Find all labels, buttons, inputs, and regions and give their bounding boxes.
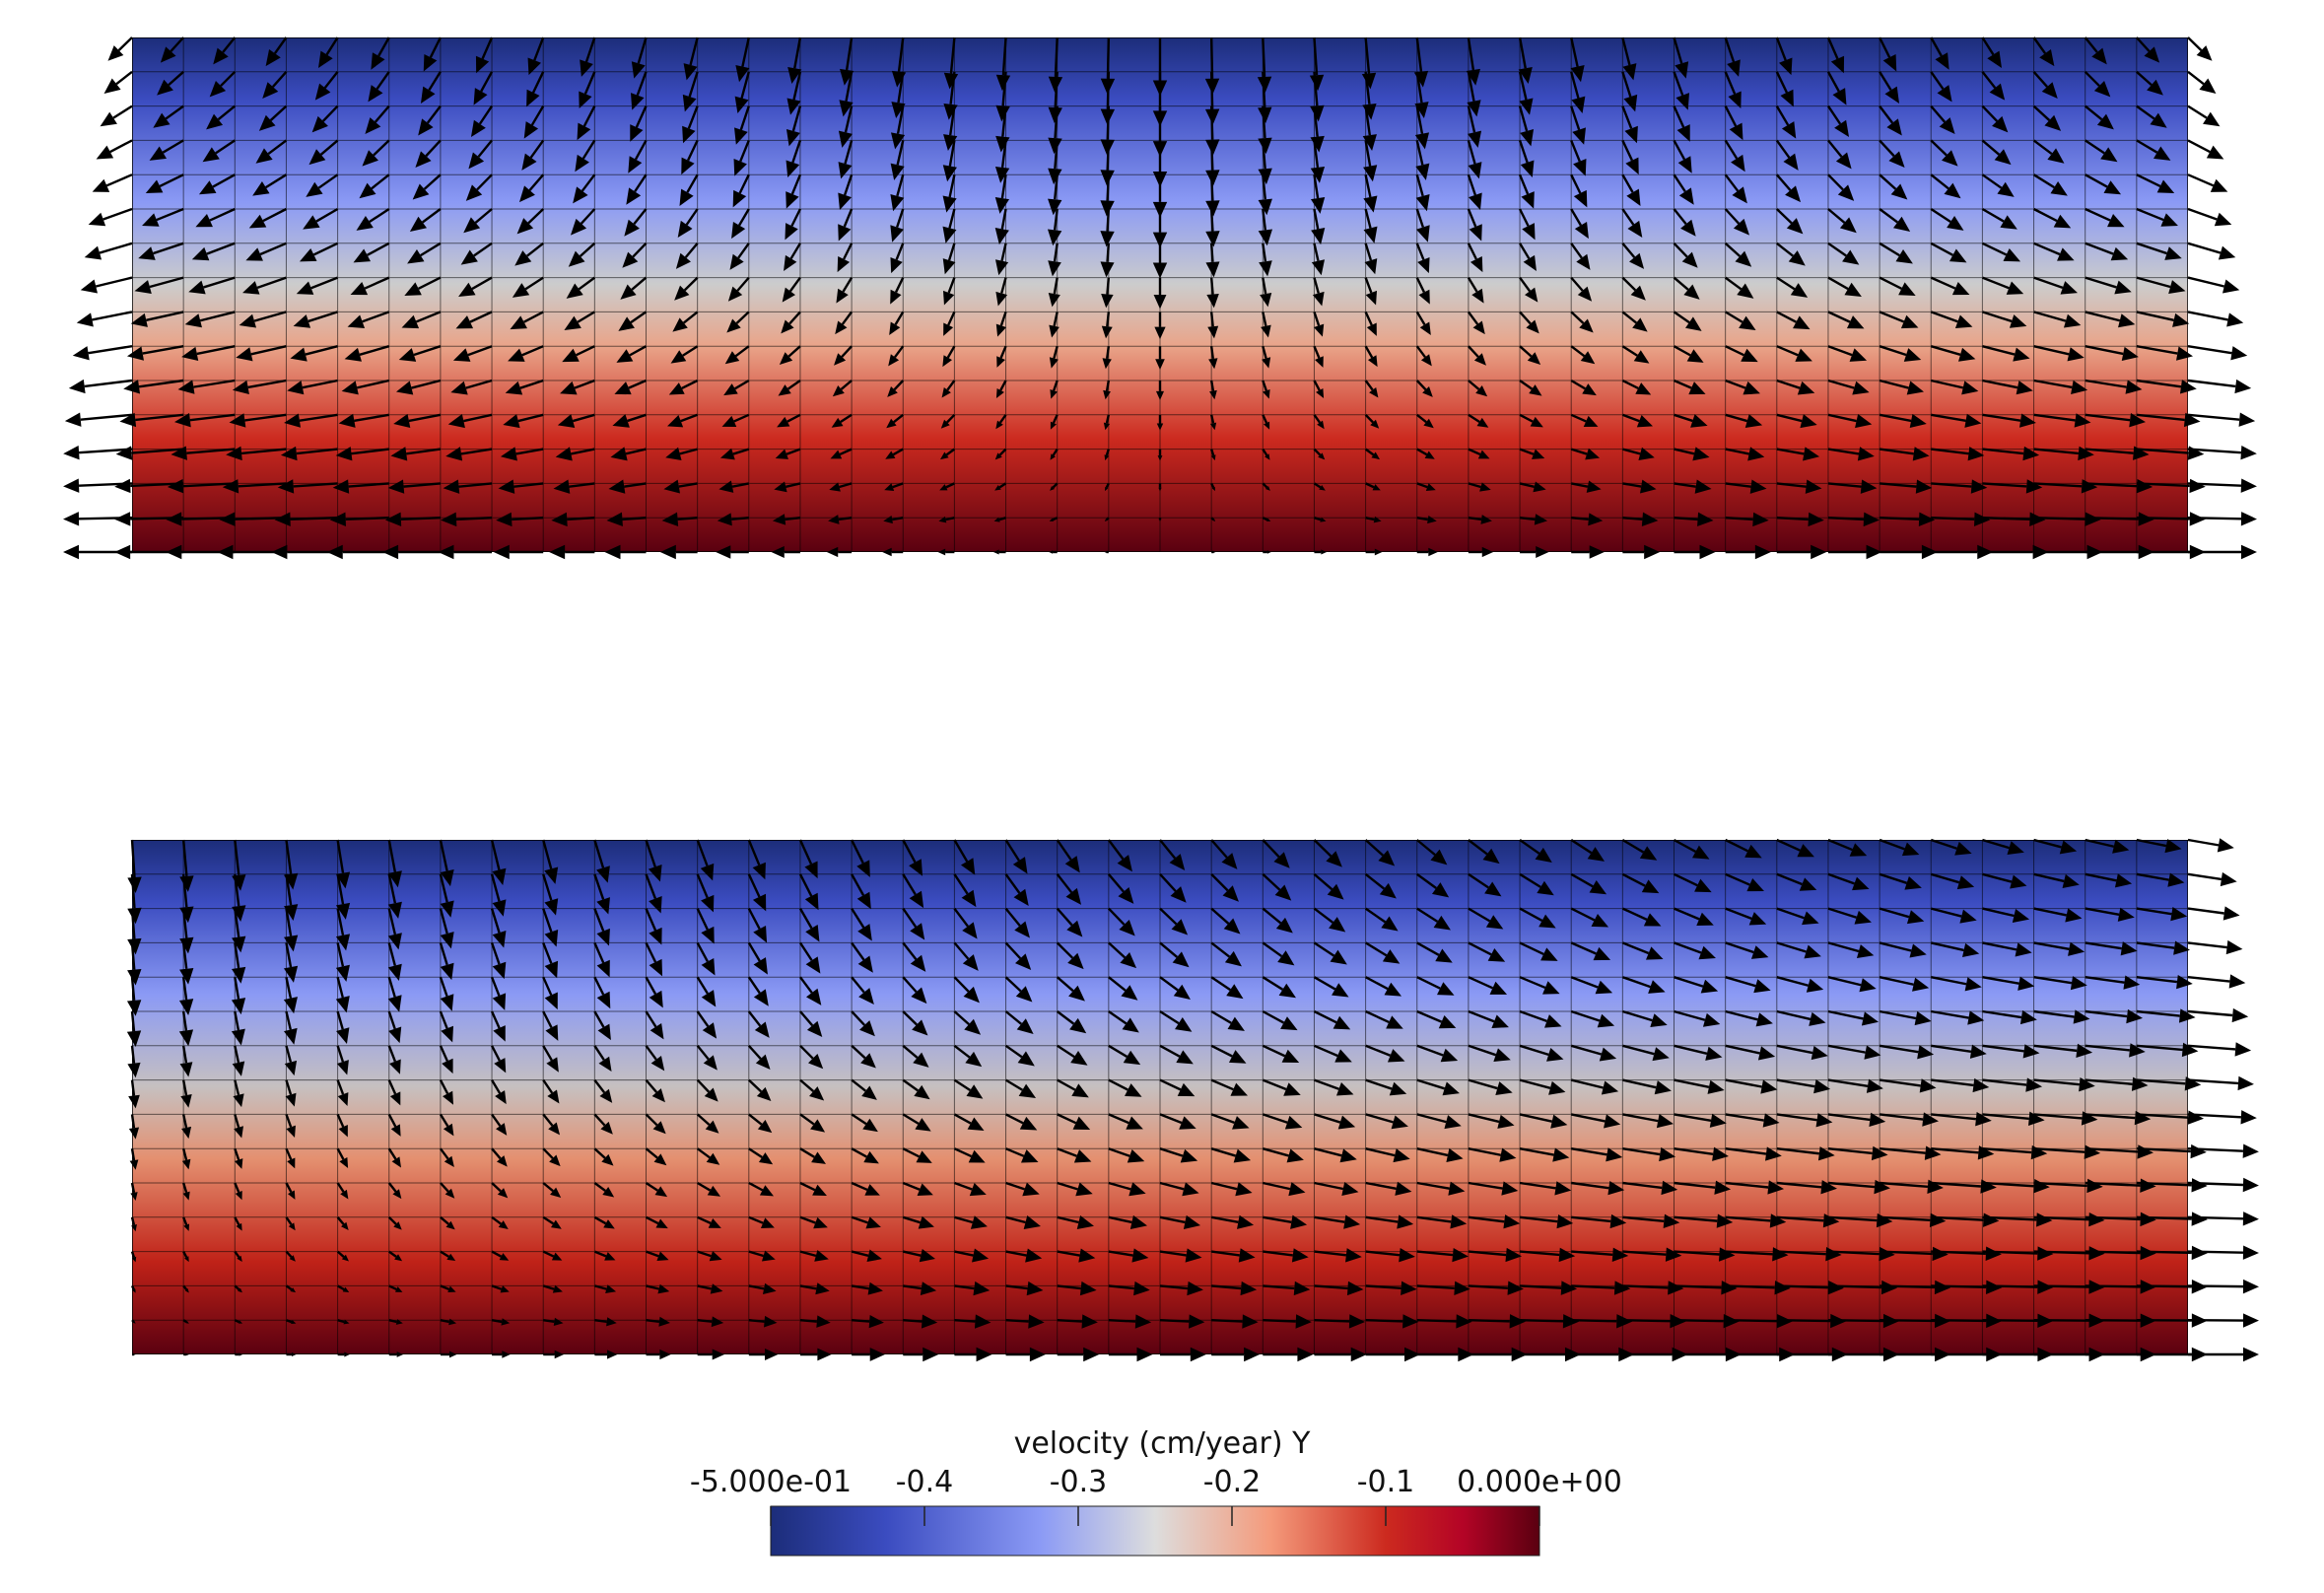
- colorbar-tick-marks: [770, 1506, 1540, 1526]
- colorbar-tick-label-2: -0.3: [1049, 1465, 1108, 1499]
- colorbar-tick-label-0: -5.000e-01: [689, 1465, 853, 1499]
- bottom-mesh-grid: [132, 840, 2188, 1354]
- colorbar: [770, 1505, 1540, 1557]
- colorbar-tick-label-1: -0.4: [895, 1465, 954, 1499]
- bottom-panel: [126, 838, 2259, 1362]
- top-velocity-arrows: [63, 36, 2257, 560]
- top-panel: [63, 36, 2257, 560]
- colorbar-tick-label-5: 0.000e+00: [1457, 1465, 1622, 1499]
- colorbar-gradient: [770, 1505, 1540, 1557]
- colorbar-tick-label-3: -0.2: [1202, 1465, 1262, 1499]
- colorbar-title: velocity (cm/year) Y: [1013, 1426, 1311, 1461]
- colorbar-tick-label-4: -0.1: [1356, 1465, 1415, 1499]
- bottom-velocity-arrows: [126, 838, 2259, 1362]
